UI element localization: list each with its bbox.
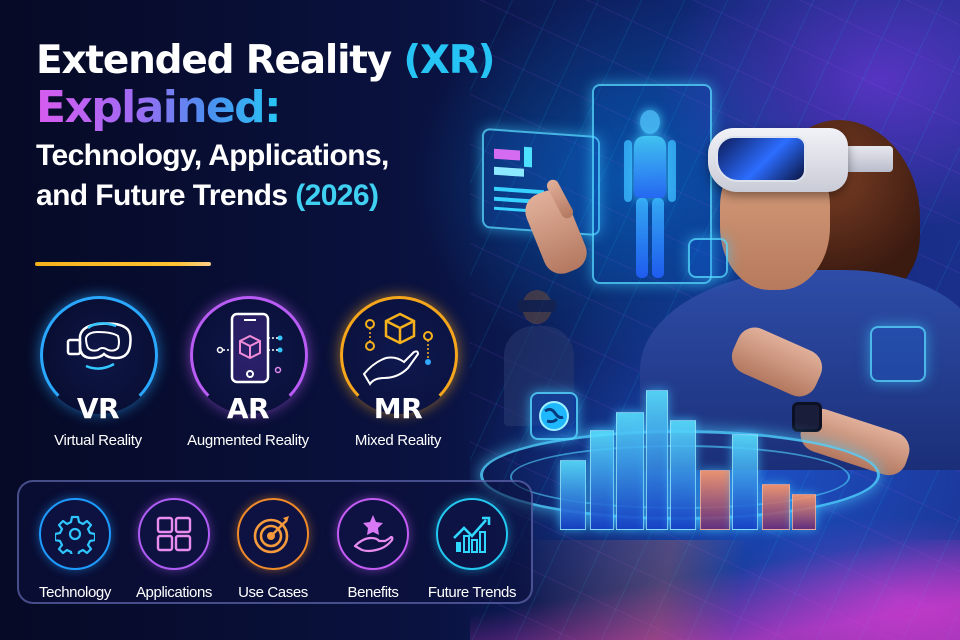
vr-abbr: VR (76, 392, 120, 425)
holo-molecule-panel (870, 326, 926, 382)
gear-icon (55, 515, 95, 554)
mr-name: Mixed Reality (354, 432, 442, 449)
hand-cube-icon (362, 312, 433, 386)
topic-technology[interactable]: Technology (31, 498, 119, 601)
topic-label: Benefits (347, 584, 399, 601)
globe-icon (539, 401, 569, 431)
vr-name: Virtual Reality (54, 432, 142, 449)
title-acronym: (XR) (403, 38, 495, 83)
ar-abbr: AR (226, 392, 270, 425)
subtitle-text: and Future Trends (36, 179, 288, 212)
title-block: Extended Reality (XR) Explained: Technol… (36, 38, 495, 216)
mr-abbr: MR (373, 392, 423, 425)
topic-use-cases[interactable]: Use Cases (229, 498, 317, 601)
title-line-1: Extended Reality (XR) (36, 38, 495, 84)
topic-label: Use Cases (238, 584, 308, 601)
xr-type-vr: VR Virtual Reality (28, 292, 168, 462)
target-icon (253, 516, 289, 554)
xr-type-mr: MR Mixed Reality (328, 292, 468, 462)
hand-star-icon (353, 515, 394, 553)
holographic-human-body (620, 110, 680, 280)
smartphone-cube-icon (216, 312, 283, 384)
smartwatch (792, 402, 822, 432)
xr-types: VR Virtual Reality AR Augmented Reality (28, 292, 468, 462)
topic-label: Future Trends (427, 584, 517, 601)
topic-label: Technology (39, 584, 111, 601)
floor-glow (470, 540, 960, 640)
title-underline (35, 262, 211, 266)
subtitle-line-2: and Future Trends (2026) (36, 176, 494, 216)
globe-panel (530, 392, 578, 440)
topic-label: Applications (135, 584, 213, 601)
topic-future-trends[interactable]: Future Trends (428, 498, 516, 601)
subtitle-line-1: Technology, Applications, (36, 139, 389, 172)
xr-type-ar: AR Augmented Reality (178, 292, 318, 462)
grid-apps-icon (156, 516, 192, 552)
subtitle-year: (2026) (295, 179, 379, 212)
hero-illustration (470, 0, 960, 640)
growth-chart-icon (453, 516, 491, 553)
ar-ring (190, 296, 308, 414)
vr-ring (40, 296, 158, 414)
title-text: Extended Reality (36, 38, 392, 83)
topic-benefits[interactable]: Benefits (329, 498, 417, 601)
topic-applications[interactable]: Applications (130, 498, 218, 601)
vr-headset-icon (66, 322, 132, 370)
holo-target-panel (688, 238, 728, 278)
title-line-2: Explained: (36, 82, 282, 133)
topics-panel: Technology Applications Use Cases (17, 480, 533, 604)
ar-name: Augmented Reality (187, 432, 309, 449)
vr-headset-worn (708, 122, 893, 202)
holographic-city (540, 390, 840, 530)
